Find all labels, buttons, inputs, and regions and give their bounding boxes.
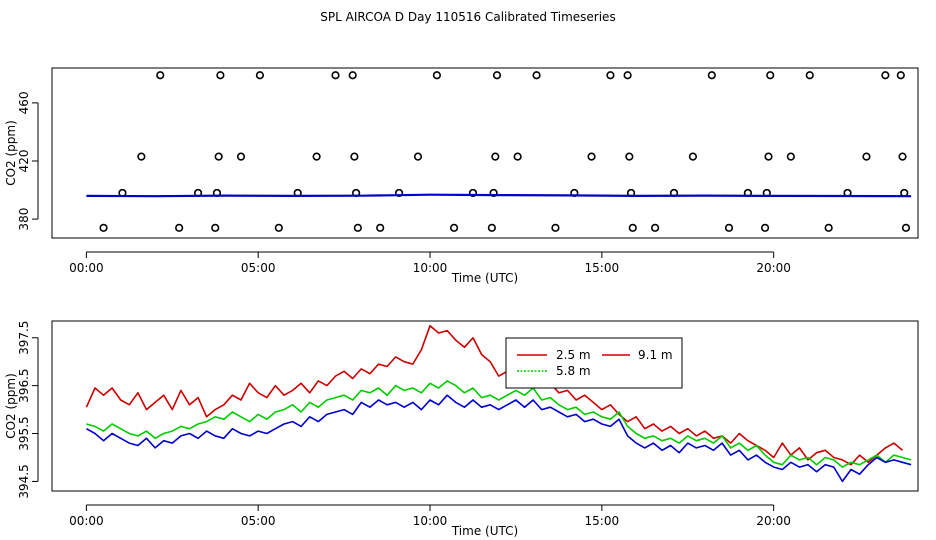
x-tick-label: 05:00 — [241, 514, 276, 528]
data-point — [881, 71, 890, 80]
top-plot-marks — [86, 71, 912, 232]
data-point — [901, 223, 911, 232]
x-tick-label: 15:00 — [585, 514, 620, 528]
series-line-1 — [86, 380, 912, 468]
data-point — [376, 223, 385, 232]
data-point — [898, 152, 907, 161]
bottom-plot-frame — [51, 320, 919, 492]
x-tick-label: 20:00 — [756, 261, 791, 275]
data-point — [688, 152, 698, 161]
top-y-axis-label: CO2 (ppm) — [4, 120, 18, 186]
data-point — [532, 71, 541, 80]
top-y-axis: 380 420 460 — [17, 91, 39, 231]
x-tick-label: 00:00 — [69, 261, 104, 275]
data-point — [312, 152, 321, 161]
data-point — [137, 152, 146, 161]
data-point — [824, 223, 833, 232]
x-tick-label: 10:00 — [413, 261, 448, 275]
data-point — [350, 152, 359, 161]
data-point — [216, 71, 225, 80]
data-point — [551, 223, 560, 232]
top-x-axis-label: Time (UTC) — [451, 271, 518, 285]
y-tick-label: 397.5 — [17, 321, 31, 355]
data-point — [236, 152, 246, 161]
data-point — [491, 152, 500, 161]
data-point — [432, 71, 441, 80]
legend-label-2-5m: 2.5 m — [556, 348, 591, 362]
data-point — [211, 223, 220, 232]
bottom-x-axis-label: Time (UTC) — [451, 524, 518, 538]
data-point — [492, 71, 502, 80]
data-point — [587, 152, 596, 161]
data-point — [805, 71, 814, 80]
data-point — [489, 188, 498, 198]
data-point — [862, 152, 871, 161]
legend-label-5-8m: 5.8 m — [556, 364, 591, 378]
bottom-panel: 00:00 05:00 10:00 15:00 20:00 394.5 395.5 396.… — [4, 320, 919, 538]
data-point — [606, 71, 615, 80]
data-point — [175, 223, 184, 232]
legend-box — [505, 337, 683, 389]
y-tick-label: 394.5 — [17, 464, 31, 498]
data-point — [413, 152, 423, 161]
x-tick-label: 20:00 — [756, 514, 791, 528]
series-line-2 — [86, 394, 912, 483]
x-tick-label: 15:00 — [585, 261, 620, 275]
top-x-axis: 00:00 05:00 10:00 15:00 20:00 — [69, 251, 791, 275]
data-point — [99, 223, 108, 232]
data-point — [214, 152, 223, 161]
data-point — [255, 71, 265, 80]
y-tick-label: 460 — [17, 91, 31, 114]
data-point — [513, 152, 522, 161]
data-point — [760, 223, 770, 232]
bottom-y-axis-label: CO2 (ppm) — [4, 373, 18, 439]
data-point — [623, 71, 632, 80]
x-tick-label: 00:00 — [69, 514, 104, 528]
bottom-plot-marks — [85, 324, 912, 483]
data-point — [331, 71, 340, 80]
y-tick-label: 380 — [17, 208, 31, 231]
series-line-1 — [86, 193, 912, 198]
top-plot-frame — [51, 67, 919, 239]
y-tick-label: 395.5 — [17, 416, 31, 450]
y-tick-label: 420 — [17, 150, 31, 173]
top-panel: 00:00 05:00 10:00 15:00 20:00 380 420 460 Time… — [4, 67, 919, 285]
series-line-0 — [85, 324, 904, 466]
data-point — [766, 71, 775, 80]
data-point — [353, 223, 362, 232]
data-point — [394, 188, 404, 198]
data-point — [896, 71, 905, 80]
data-point — [651, 223, 660, 232]
data-point — [449, 223, 459, 232]
data-point — [628, 223, 637, 232]
data-point — [724, 223, 734, 232]
data-point — [468, 188, 478, 198]
data-point — [348, 71, 357, 80]
data-point — [625, 152, 634, 161]
x-tick-label: 10:00 — [413, 514, 448, 528]
data-point — [707, 71, 716, 80]
y-tick-label: 396.5 — [17, 368, 31, 402]
legend-label-9-1m: 9.1 m — [638, 348, 673, 362]
data-point — [786, 152, 795, 161]
legend: 2.5 m 9.1 m 5.8 m — [505, 337, 683, 389]
bottom-y-axis: 394.5 395.5 396.5 397.5 — [17, 321, 39, 499]
x-tick-label: 05:00 — [241, 261, 276, 275]
data-point — [274, 223, 283, 232]
data-point — [156, 71, 165, 80]
figure-title: SPL AIRCOA D Day 110516 Calibrated Times… — [320, 10, 615, 24]
data-point — [764, 152, 773, 161]
bottom-x-axis: 00:00 05:00 10:00 15:00 20:00 — [69, 504, 791, 528]
data-point — [487, 223, 496, 232]
